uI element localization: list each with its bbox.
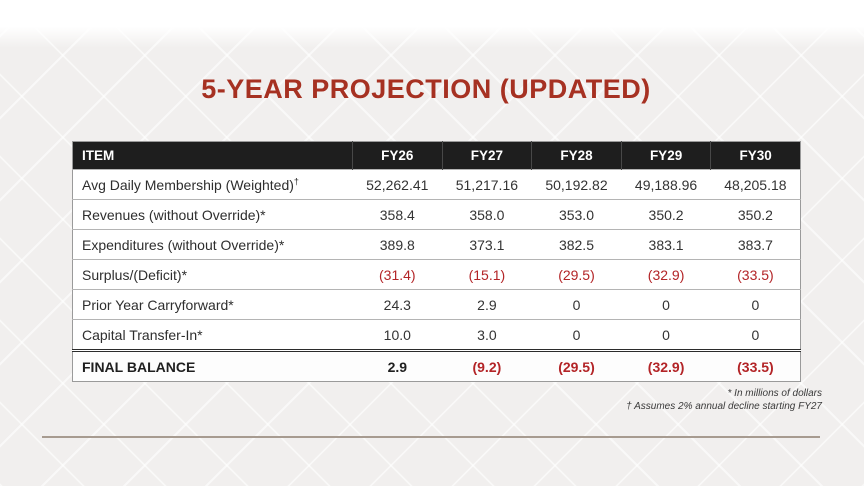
cell-fy29: 49,188.96 — [621, 169, 711, 200]
cell-fy29: (32.9) — [621, 349, 711, 382]
cell-fy27: 358.0 — [442, 199, 532, 230]
cell-fy26: 52,262.41 — [352, 169, 443, 200]
cell-fy26: 10.0 — [352, 319, 443, 351]
cell-fy30: (33.5) — [710, 259, 801, 290]
row-label: Surplus/(Deficit)* — [72, 259, 353, 290]
table-header-row: ITEM FY26 FY27 FY28 FY29 FY30 — [72, 141, 801, 170]
cell-fy29: 383.1 — [621, 229, 711, 260]
cell-fy26: 358.4 — [352, 199, 443, 230]
bottom-divider-line — [42, 436, 820, 438]
cell-fy30: 0 — [710, 289, 801, 320]
cell-fy28: 50,192.82 — [531, 169, 622, 200]
cell-fy30: 0 — [710, 319, 801, 351]
dagger-superscript: † — [293, 175, 299, 186]
cell-fy30: 350.2 — [710, 199, 801, 230]
footnote-decline-assumption: † Assumes 2% annual decline starting FY2… — [626, 400, 822, 412]
cell-fy26: 389.8 — [352, 229, 443, 260]
table-row-expenditures: Expenditures (without Override)* 389.8 3… — [72, 229, 801, 260]
header-cell-item: ITEM — [72, 141, 353, 170]
cell-fy28: (29.5) — [531, 349, 622, 382]
row-label-text: Avg Daily Membership (Weighted) — [82, 176, 294, 193]
cell-fy27: (15.1) — [442, 259, 532, 290]
table-row-prior-year-carryforward: Prior Year Carryforward* 24.3 2.9 0 0 0 — [72, 289, 801, 320]
cell-fy27: (9.2) — [442, 349, 532, 382]
cell-fy30: 48,205.18 — [710, 169, 801, 200]
cell-fy27: 51,217.16 — [442, 169, 532, 200]
header-cell-fy27: FY27 — [441, 141, 532, 170]
table-row-capital-transfer-in: Capital Transfer-In* 10.0 3.0 0 0 0 — [72, 319, 801, 351]
top-fade-band — [0, 0, 864, 48]
table-row-final-balance: FINAL BALANCE 2.9 (9.2) (29.5) (32.9) (3… — [72, 349, 801, 382]
projection-table: ITEM FY26 FY27 FY28 FY29 FY30 Avg Daily … — [72, 141, 801, 382]
row-label: Prior Year Carryforward* — [72, 289, 353, 320]
table-row-revenues: Revenues (without Override)* 358.4 358.0… — [72, 199, 801, 230]
row-label: Capital Transfer-In* — [72, 319, 353, 351]
cell-fy29: (32.9) — [621, 259, 711, 290]
header-cell-fy29: FY29 — [620, 141, 711, 170]
page-title: 5-YEAR PROJECTION (UPDATED) — [201, 74, 651, 104]
cell-fy26: 24.3 — [352, 289, 443, 320]
cell-fy30: (33.5) — [710, 349, 801, 382]
cell-fy27: 373.1 — [442, 229, 532, 260]
cell-fy28: 0 — [531, 319, 622, 351]
cell-fy26: (31.4) — [352, 259, 443, 290]
table-row-avg-daily-membership: Avg Daily Membership (Weighted)† 52,262.… — [72, 169, 801, 200]
cell-fy27: 2.9 — [442, 289, 532, 320]
header-cell-fy30: FY30 — [710, 141, 801, 170]
cell-fy30: 383.7 — [710, 229, 801, 260]
footnotes: * In millions of dollars † Assumes 2% an… — [626, 388, 822, 413]
cell-fy26: 2.9 — [352, 349, 443, 382]
cell-fy29: 0 — [621, 289, 711, 320]
cell-fy28: 0 — [531, 289, 622, 320]
cell-fy29: 350.2 — [621, 199, 711, 230]
row-label: Avg Daily Membership (Weighted)† — [72, 169, 353, 200]
cell-fy27: 3.0 — [442, 319, 532, 351]
row-label: FINAL BALANCE — [72, 349, 353, 382]
cell-fy28: 353.0 — [531, 199, 622, 230]
header-cell-fy26: FY26 — [352, 141, 443, 170]
cell-fy28: 382.5 — [531, 229, 622, 260]
table-row-surplus-deficit: Surplus/(Deficit)* (31.4) (15.1) (29.5) … — [72, 259, 801, 290]
row-label: Expenditures (without Override)* — [72, 229, 353, 260]
header-cell-fy28: FY28 — [531, 141, 622, 170]
cell-fy28: (29.5) — [531, 259, 622, 290]
footnote-millions: * In millions of dollars — [727, 388, 822, 399]
row-label: Revenues (without Override)* — [72, 199, 353, 230]
cell-fy29: 0 — [621, 319, 711, 351]
